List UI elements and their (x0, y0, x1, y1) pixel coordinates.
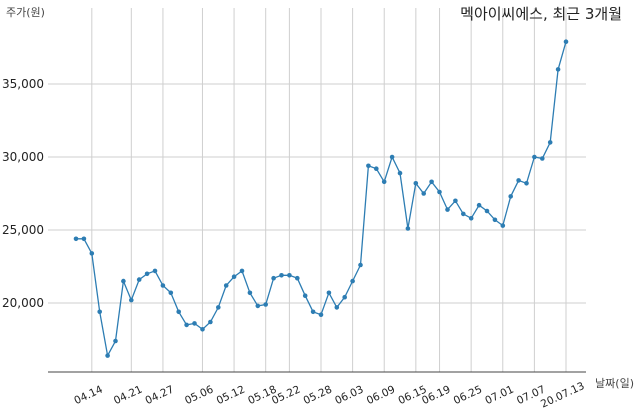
data-point (97, 309, 102, 315)
data-point (532, 154, 537, 160)
data-point (152, 268, 158, 274)
data-point (524, 181, 529, 186)
data-point (492, 217, 498, 223)
data-point (310, 309, 316, 315)
data-point (129, 297, 134, 303)
data-point (81, 236, 87, 242)
data-point (247, 290, 253, 296)
data-point (144, 271, 150, 277)
data-point (500, 223, 506, 228)
data-point (381, 179, 387, 185)
y-tick-labels: 20,000 25,000 30,000 35,000 (2, 77, 44, 310)
y-axis-label: 주가(원) (6, 6, 45, 19)
x-tick-label: 04.14 (72, 383, 105, 407)
data-point (461, 211, 466, 217)
data-point (160, 283, 166, 288)
data-point (318, 312, 324, 318)
data-point (279, 273, 284, 278)
data-point (113, 338, 118, 344)
y-tick-label: 35,000 (2, 77, 44, 91)
x-tick-label: 05.12 (215, 383, 247, 407)
data-point (239, 268, 245, 274)
data-point (302, 293, 308, 299)
data-point (342, 294, 348, 300)
x-axis-label: 날짜(일) (595, 376, 634, 390)
x-tick-label: 04.21 (112, 383, 144, 407)
x-tick-label: 05.06 (183, 383, 216, 407)
x-tick-label: 06.09 (365, 383, 397, 407)
data-point (366, 163, 371, 169)
y-tick-label: 25,000 (2, 223, 44, 237)
data-point (563, 39, 569, 44)
x-tick-label: 07.01 (483, 383, 515, 407)
data-point (105, 353, 110, 358)
data-point (192, 321, 197, 326)
data-point (374, 166, 379, 171)
data-point (468, 216, 474, 221)
data-point (429, 179, 434, 185)
data-point (445, 207, 450, 212)
x-tick-label: 04.27 (144, 383, 176, 407)
data-point (405, 226, 411, 231)
data-point (89, 251, 95, 256)
data-point (263, 302, 269, 307)
data-point (516, 178, 521, 183)
data-point (184, 322, 189, 328)
data-point (484, 208, 490, 214)
x-tick-label: 06.25 (452, 383, 484, 407)
chart-title: 멕아이씨에스, 최근 3개월 (460, 5, 622, 23)
data-point (121, 278, 126, 284)
data-point (287, 273, 292, 278)
data-point (547, 140, 553, 145)
data-points (73, 39, 569, 358)
data-point (295, 275, 300, 281)
data-point (413, 181, 419, 186)
data-point (73, 236, 79, 242)
data-point (508, 194, 513, 199)
data-point (389, 154, 395, 160)
data-point (271, 275, 276, 281)
data-point (208, 319, 213, 325)
data-point (200, 327, 205, 332)
data-point (223, 283, 229, 288)
data-point (168, 290, 174, 296)
data-point (136, 277, 142, 282)
data-point (421, 191, 427, 196)
data-point (255, 303, 261, 309)
y-tick-label: 20,000 (2, 296, 44, 310)
y-tick-label: 30,000 (2, 150, 44, 164)
x-tick-label: 05.28 (302, 383, 334, 407)
data-point (476, 202, 482, 208)
data-point (350, 278, 355, 284)
data-point (555, 67, 561, 72)
data-point (326, 290, 332, 296)
data-point (334, 305, 340, 310)
data-point (437, 189, 442, 195)
x-tick-label: 20.07.13 (539, 380, 586, 411)
data-point (540, 156, 545, 161)
data-point (397, 170, 403, 176)
data-point (231, 274, 237, 280)
grid (48, 8, 586, 372)
data-point (216, 305, 221, 310)
data-point (358, 262, 363, 268)
data-point (453, 198, 458, 204)
data-point (176, 309, 181, 315)
x-tick-label: 06.03 (333, 383, 365, 407)
